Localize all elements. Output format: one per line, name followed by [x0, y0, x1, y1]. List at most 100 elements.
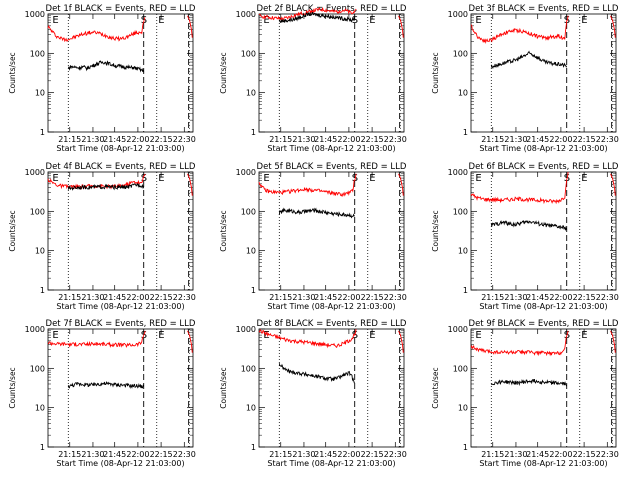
x-tick-label: 22:15 [361, 293, 384, 302]
chart-panel-2: Det 2f BLACK = Events, RED = LLD 1 10 100 10… [219, 4, 407, 153]
x-tick-label: 21:15 [481, 293, 504, 302]
x-tick-label: 21:45 [103, 450, 126, 459]
x-tick-label: 22:30 [384, 293, 407, 302]
x-tick-label: 22:30 [596, 293, 619, 302]
y-tick-label: 10 [35, 404, 45, 413]
y-axis-label: Counts/sec [8, 52, 17, 93]
x-axis-label: Start Time (08-Apr-12 21:03:00) [479, 459, 607, 468]
chart-panel-3: Det 3f BLACK = Events, RED = LLD 1 10 100 10… [431, 4, 619, 153]
chart-title: Det 3f BLACK = Events, RED = LLD [469, 4, 619, 14]
x-tick-label: 21:45 [526, 450, 549, 459]
plot-frame [470, 328, 617, 448]
series-line-events [67, 60, 145, 73]
marker-label: E [581, 330, 587, 341]
chart-panel-7: Det 7f BLACK = Events, RED = LLD 1 10 100 10… [8, 319, 196, 468]
marker-label: E [581, 15, 587, 26]
y-axis-label: Counts/sec [8, 210, 17, 251]
y-tick-label: 1 [463, 128, 468, 137]
y-tick-label: 100 [453, 207, 468, 216]
plot-frame [258, 328, 405, 448]
series-line-lld [470, 15, 569, 45]
marker-label: E [158, 15, 164, 26]
y-tick-label: 1000 [236, 168, 256, 177]
x-tick-label: 21:15 [58, 293, 81, 302]
marker-label: E [581, 173, 587, 184]
x-axis-label: Start Time (08-Apr-12 21:03:00) [479, 144, 607, 153]
x-tick-label: 21:30 [81, 293, 104, 302]
plot-frame [470, 13, 617, 133]
y-tick-label: 100 [241, 207, 256, 216]
x-tick-label: 22:00 [126, 450, 149, 459]
series-line-lld [47, 17, 146, 43]
y-tick-label: 100 [453, 49, 468, 58]
chart-panel-1: Det 1f BLACK = Events, RED = LLD 1 10 100 10… [8, 4, 196, 153]
y-axis-label: Counts/sec [431, 210, 440, 251]
series-line-events [67, 380, 144, 389]
marker-label: E [475, 330, 481, 341]
x-tick-label: 22:00 [549, 135, 572, 144]
marker-label: S [141, 173, 147, 184]
y-tick-label: 100 [30, 364, 45, 373]
y-tick-label: 1000 [448, 168, 468, 177]
x-tick-label: 21:45 [526, 135, 549, 144]
x-tick-label: 22:00 [549, 293, 572, 302]
x-tick-label: 22:15 [150, 450, 173, 459]
y-tick-label: 1 [40, 443, 45, 452]
x-tick-label: 22:30 [384, 135, 407, 144]
series-line-lld [470, 171, 569, 205]
series-line-lld-tail [398, 173, 404, 196]
chart-title: Det 2f BLACK = Events, RED = LLD [257, 4, 407, 14]
y-tick-label: 1000 [236, 325, 256, 334]
y-axis-label: Counts/sec [431, 52, 440, 93]
marker-label: S [352, 15, 358, 26]
series-line-lld-tail [187, 330, 193, 353]
x-tick-label: 22:30 [384, 450, 407, 459]
y-tick-label: 100 [241, 49, 256, 58]
x-tick-label: 21:15 [269, 450, 292, 459]
x-axis-label: Start Time (08-Apr-12 21:03:00) [267, 459, 395, 468]
chart-panel-5: Det 5f BLACK = Events, RED = LLD 1 10 100 10… [219, 162, 407, 311]
x-tick-label: 21:30 [504, 450, 527, 459]
y-tick-label: 100 [30, 207, 45, 216]
x-tick-label: 21:45 [314, 450, 337, 459]
x-tick-label: 22:30 [596, 135, 619, 144]
series-line-lld [470, 330, 569, 357]
chart-panel-8: Det 8f BLACK = Events, RED = LLD 1 10 100 10… [219, 319, 407, 468]
x-tick-label: 21:15 [58, 135, 81, 144]
series-line-lld [258, 7, 357, 21]
x-tick-label: 21:45 [314, 293, 337, 302]
chart-title: Det 8f BLACK = Events, RED = LLD [257, 319, 407, 329]
series-line-lld [48, 330, 146, 348]
x-tick-label: 22:15 [573, 450, 596, 459]
chart-title: Det 4f BLACK = Events, RED = LLD [46, 162, 196, 172]
series-line-lld [258, 328, 357, 349]
x-tick-label: 22:15 [573, 293, 596, 302]
x-tick-label: 21:30 [292, 135, 315, 144]
y-axis-label: Counts/sec [219, 210, 228, 251]
series-line-events [278, 363, 355, 384]
series-line-events [67, 182, 145, 191]
y-tick-label: 1 [40, 128, 45, 137]
series-line-lld-tail [610, 173, 616, 196]
x-tick-label: 22:15 [150, 293, 173, 302]
x-tick-label: 21:15 [269, 293, 292, 302]
x-tick-label: 22:15 [573, 135, 596, 144]
plot-frame [47, 171, 194, 291]
chart-title: Det 7f BLACK = Events, RED = LLD [46, 319, 196, 329]
y-axis-label: Counts/sec [8, 367, 17, 408]
x-tick-label: 21:30 [81, 135, 104, 144]
series-line-lld-tail [398, 330, 404, 353]
x-tick-label: 22:30 [173, 293, 196, 302]
x-tick-label: 21:30 [504, 135, 527, 144]
x-tick-label: 21:45 [314, 135, 337, 144]
marker-label: E [369, 330, 375, 341]
x-tick-label: 21:30 [81, 450, 104, 459]
y-tick-label: 1000 [25, 168, 45, 177]
marker-label: E [263, 330, 269, 341]
y-tick-label: 1000 [25, 325, 45, 334]
x-tick-label: 22:00 [337, 293, 360, 302]
chart-panel-4: Det 4f BLACK = Events, RED = LLD 1 10 100 10… [8, 162, 196, 311]
series-line-events [490, 219, 568, 231]
y-tick-label: 10 [246, 89, 256, 98]
